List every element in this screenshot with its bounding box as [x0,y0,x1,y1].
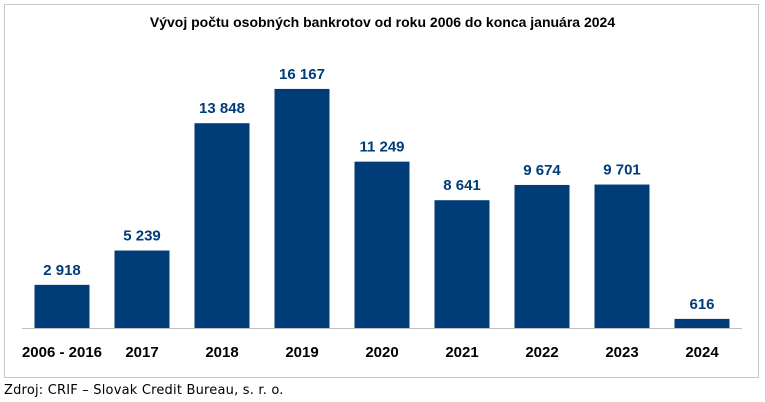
bar-2020 [354,161,410,328]
x-tick-label: 2020 [365,344,398,361]
chart-title: Vývoj počtu osobných bankrotov od roku 2… [149,14,616,30]
x-tick-label: 2022 [525,344,558,361]
data-label: 5 239 [123,228,161,245]
bar-2006-2016 [34,284,90,328]
x-tick-label: 2019 [285,344,318,361]
bar-2018 [194,123,250,328]
bar-2017 [114,250,170,328]
source-note: Zdroj: CRIF – Slovak Credit Bureau, s. r… [4,383,284,398]
x-tick-label: 2017 [125,344,158,361]
data-label: 616 [689,296,714,313]
bar-2024 [674,318,730,328]
x-tick-label: 2018 [205,344,238,361]
bar-2023 [594,184,650,328]
bars-group: 2 918 2006 - 2016 5 239 2017 13 848 2018 16 16… [22,66,730,361]
data-label: 13 848 [199,100,245,117]
bar-2019 [274,88,330,328]
data-label: 8 641 [443,177,481,194]
bar-2021 [434,200,490,328]
data-label: 2 918 [43,262,81,279]
x-tick-label: 2024 [685,344,719,361]
data-label: 9 674 [523,162,561,179]
bar-2022 [514,184,570,328]
data-label: 9 701 [603,162,641,179]
data-label: 16 167 [279,66,325,83]
x-tick-label: 2023 [605,344,638,361]
bar-chart: 2 918 2006 - 2016 5 239 2017 13 848 2018 16 16… [22,66,742,361]
data-label: 11 249 [359,139,404,156]
x-tick-label: 2006 - 2016 [22,344,102,361]
x-tick-label: 2021 [445,344,478,361]
